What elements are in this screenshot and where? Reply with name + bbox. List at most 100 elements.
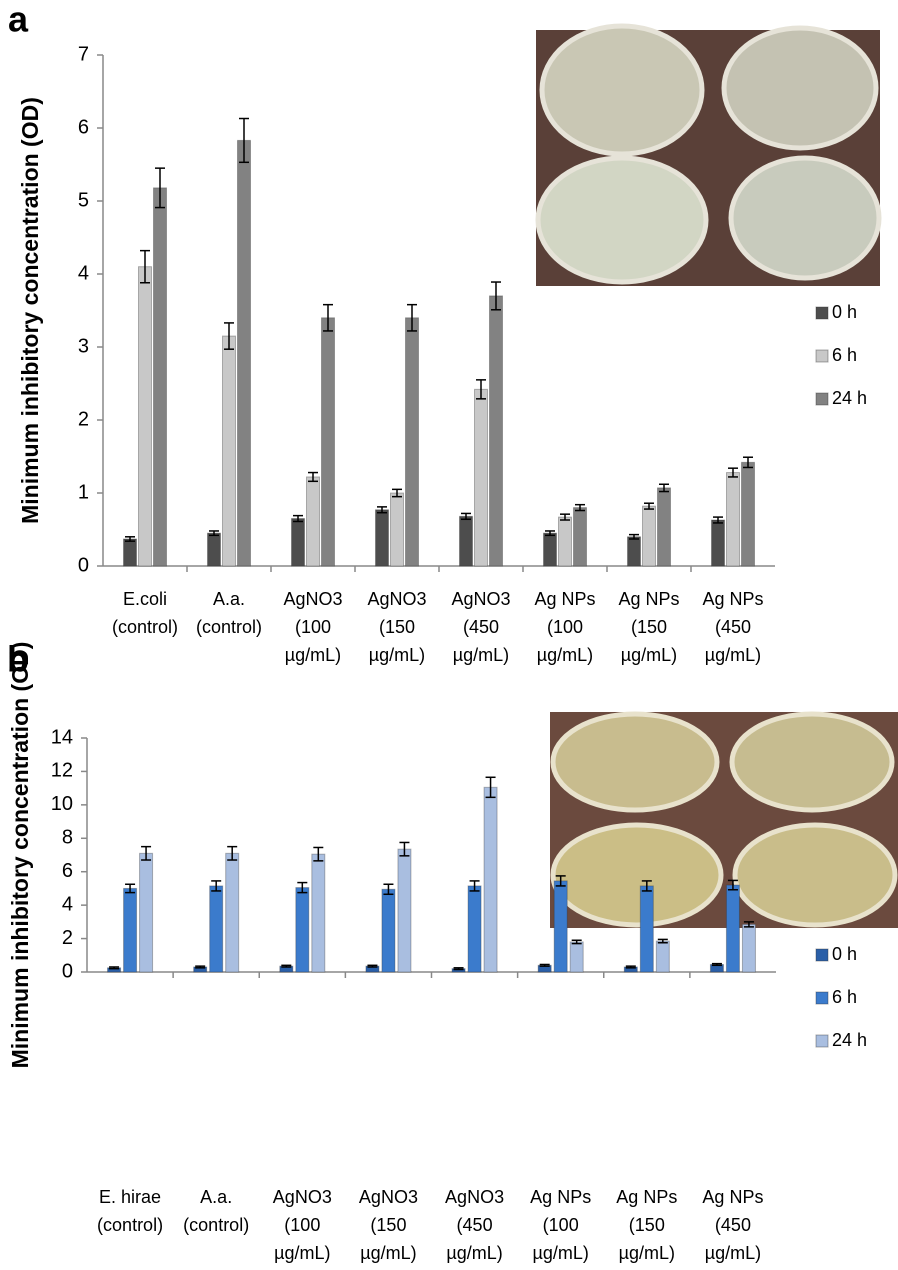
bar <box>627 536 641 567</box>
x-tick-label: (control) <box>183 1215 249 1235</box>
y-tick-label: 12 <box>51 760 73 782</box>
x-tick-label: µg/mL) <box>274 1243 330 1263</box>
bar <box>390 492 404 567</box>
bar <box>569 941 584 973</box>
x-tick-label: (150 <box>629 1215 665 1235</box>
y-tick-label: 0 <box>78 554 89 576</box>
y-tick-label: 6 <box>62 860 73 882</box>
x-tick-label: (150 <box>631 617 667 637</box>
bar <box>711 519 725 567</box>
x-tick-label: µg/mL) <box>532 1243 588 1263</box>
legend-swatch <box>815 1034 829 1048</box>
bar <box>222 335 236 567</box>
y-tick-label: 8 <box>62 827 73 849</box>
bar <box>474 388 488 567</box>
x-tick-label: Ag NPs <box>702 1187 763 1207</box>
bar <box>655 940 670 973</box>
y-tick-label: 4 <box>78 262 89 284</box>
bar <box>306 476 320 567</box>
x-tick-label: µg/mL) <box>285 645 341 665</box>
bar <box>573 507 587 567</box>
bar <box>639 885 654 973</box>
x-tick-label: A.a. <box>200 1187 232 1207</box>
x-tick-label: µg/mL) <box>360 1243 416 1263</box>
x-tick-label: E. hirae <box>99 1187 161 1207</box>
bar <box>725 884 740 973</box>
x-tick-label: (150 <box>370 1215 406 1235</box>
legend-label: 0 h <box>832 944 857 964</box>
x-tick-label: µg/mL) <box>446 1243 502 1263</box>
bar <box>207 532 221 567</box>
y-tick-label: 3 <box>78 335 89 357</box>
legend-label: 6 h <box>832 345 857 365</box>
y-tick-label: 1 <box>78 481 89 503</box>
legend-label: 24 h <box>832 388 867 408</box>
x-tick-label: (100 <box>284 1215 320 1235</box>
bar <box>381 888 396 973</box>
y-tick-label: 14 <box>51 726 73 748</box>
bar <box>397 848 412 973</box>
bar <box>483 786 498 973</box>
x-tick-label: Ag NPs <box>530 1187 591 1207</box>
bar <box>153 187 167 567</box>
x-tick-label: Ag NPs <box>534 589 595 609</box>
y-axis-title: Minimum inhibitory concentration (OD) <box>7 642 33 1069</box>
bar <box>741 461 755 567</box>
bar <box>321 317 335 567</box>
legend-swatch <box>815 991 829 1005</box>
bar <box>123 538 137 567</box>
bar <box>138 266 152 567</box>
x-tick-label: (control) <box>112 617 178 637</box>
bar <box>291 518 305 567</box>
legend-label: 0 h <box>832 302 857 322</box>
x-tick-label: (100 <box>295 617 331 637</box>
y-axis-title: Minimum inhibitory concentration (OD) <box>17 97 43 524</box>
y-tick-label: 7 <box>78 43 89 65</box>
x-tick-label: Ag NPs <box>618 589 679 609</box>
x-tick-label: (100 <box>547 617 583 637</box>
x-tick-label: Ag NPs <box>616 1187 677 1207</box>
bar <box>139 852 154 973</box>
y-tick-label: 4 <box>62 893 73 915</box>
x-tick-label: µg/mL) <box>705 645 761 665</box>
x-tick-label: µg/mL) <box>621 645 677 665</box>
x-tick-label: AgNO3 <box>359 1187 418 1207</box>
legend-swatch <box>815 306 829 320</box>
y-tick-label: 5 <box>78 189 89 211</box>
x-tick-label: (150 <box>379 617 415 637</box>
bar <box>237 139 251 567</box>
bar <box>295 887 310 973</box>
bar <box>375 509 389 567</box>
x-tick-label: AgNO3 <box>367 589 426 609</box>
y-tick-label: 2 <box>78 408 89 430</box>
bar <box>405 317 419 567</box>
x-tick-label: (450 <box>457 1215 493 1235</box>
y-tick-label: 10 <box>51 793 73 815</box>
x-tick-label: Ag NPs <box>702 589 763 609</box>
y-tick-label: 0 <box>62 960 73 982</box>
x-tick-label: µg/mL) <box>537 645 593 665</box>
photo-inset-a <box>535 23 882 286</box>
x-tick-label: AgNO3 <box>445 1187 504 1207</box>
x-tick-label: (450 <box>463 617 499 637</box>
bar <box>553 880 568 973</box>
x-tick-label: AgNO3 <box>451 589 510 609</box>
bar <box>311 853 326 973</box>
legend-swatch <box>815 948 829 962</box>
x-tick-label: µg/mL) <box>705 1243 761 1263</box>
x-tick-label: µg/mL) <box>369 645 425 665</box>
x-tick-label: (100 <box>543 1215 579 1235</box>
bar <box>543 532 557 567</box>
x-tick-label: E.coli <box>123 589 167 609</box>
bar <box>642 505 656 567</box>
bar <box>558 516 572 567</box>
legend-label: 6 h <box>832 987 857 1007</box>
bar <box>489 295 503 567</box>
x-tick-label: (450 <box>715 617 751 637</box>
y-tick-label: 6 <box>78 116 89 138</box>
legend-label: 24 h <box>832 1030 867 1050</box>
bar <box>459 515 473 567</box>
panel-label: b <box>7 639 29 680</box>
bar <box>741 923 756 973</box>
